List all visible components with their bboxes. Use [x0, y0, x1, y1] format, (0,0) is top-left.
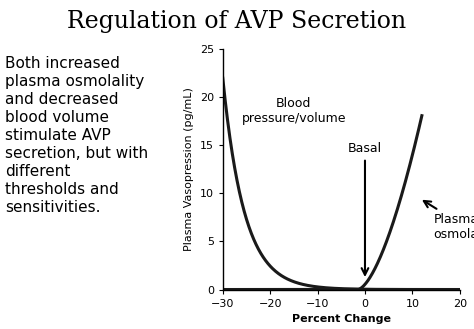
X-axis label: Percent Change: Percent Change: [292, 314, 391, 324]
Text: Both increased
plasma osmolality
and decreased
blood volume
stimulate AVP
secret: Both increased plasma osmolality and dec…: [5, 56, 148, 215]
Text: Basal: Basal: [348, 142, 382, 275]
Y-axis label: Plasma Vasopression (pg/mL): Plasma Vasopression (pg/mL): [184, 88, 194, 251]
Text: Regulation of AVP Secretion: Regulation of AVP Secretion: [67, 10, 407, 33]
Text: Plasma
osmolality: Plasma osmolality: [424, 201, 474, 241]
Text: Blood
pressure/volume: Blood pressure/volume: [242, 97, 346, 125]
